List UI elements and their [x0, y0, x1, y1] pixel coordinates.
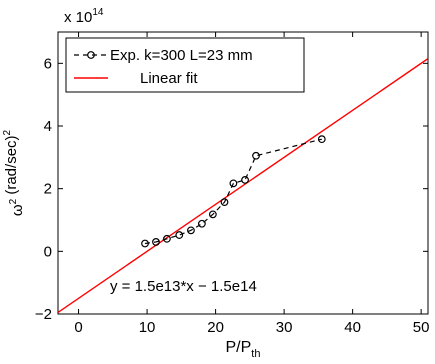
y-tick-label: 4 [44, 118, 52, 135]
y-tick-label: 2 [44, 181, 52, 198]
legend-box [65, 37, 305, 93]
exp-data-point [175, 231, 184, 239]
series-layer [58, 58, 428, 314]
exp-data-point [220, 198, 229, 207]
plot-area [57, 31, 429, 315]
y-tick-label: 6 [44, 55, 52, 72]
exp-data-point [208, 210, 217, 219]
legend-exp-label: Exp. k=300 L=23 mm [110, 47, 253, 64]
exp-data-point [229, 179, 238, 188]
x-tick-label: 30 [276, 319, 293, 336]
x-tick-label: 20 [207, 319, 224, 336]
x-tick-label: 10 [139, 319, 156, 336]
legend-exp-marker [87, 51, 95, 59]
x-axis-label: P/Pth [226, 339, 261, 360]
exp-data-point [163, 234, 171, 243]
x-tick-label: 0 [74, 319, 82, 336]
exp-data-point [241, 175, 249, 184]
legend: Exp. k=300 L=23 mm Linear fit [65, 37, 305, 93]
y-tick-label: 0 [44, 243, 52, 260]
exp-data-point [187, 226, 195, 235]
legend-fit-label: Linear fit [140, 70, 198, 87]
exp-data-point [152, 238, 160, 246]
x-tick-label: 50 [413, 319, 430, 336]
y-multiplier-label: x 1014 [64, 7, 104, 26]
x-tick-label: 40 [344, 319, 361, 336]
fit-equation-annotation: y = 1.5e13*x − 1.5e14 [110, 278, 257, 295]
exp-dashed-line [144, 138, 322, 245]
y-axis-label: ω2 (rad/sec)2 [2, 129, 26, 216]
linear-fit-line [58, 58, 428, 314]
exp-data-point [317, 135, 326, 144]
exp-data-point [252, 151, 260, 160]
exp-data-point [197, 219, 206, 228]
y-tick-label: −2 [35, 306, 52, 323]
exp-data-point [141, 239, 149, 248]
axis-ticks: 0 10 20 30 40 50 −2 0 2 4 6 [35, 32, 430, 336]
